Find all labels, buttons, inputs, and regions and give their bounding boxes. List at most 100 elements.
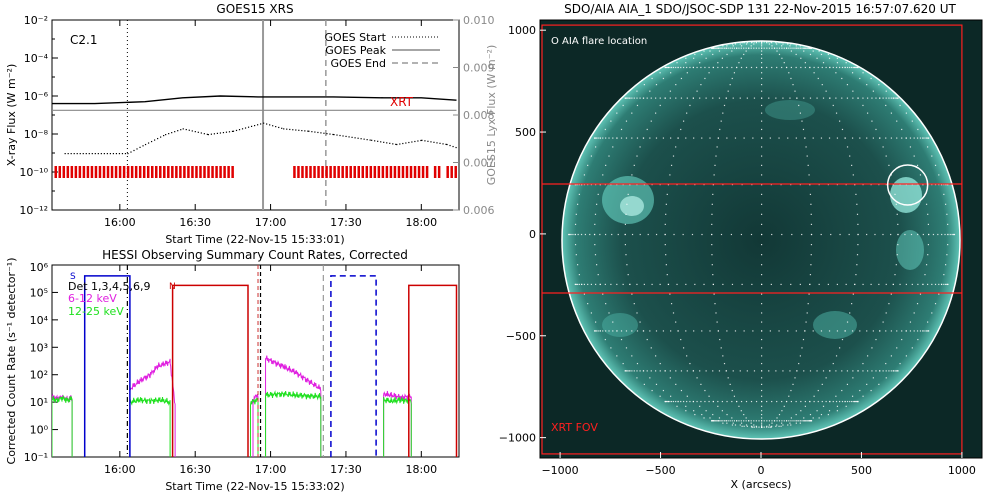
limb-circle xyxy=(561,40,961,440)
goes-short-channel-dot xyxy=(395,143,397,145)
grid-longitude-dot xyxy=(857,223,859,226)
goes-xrt-coverage-bar xyxy=(110,166,114,178)
grid-longitude-dot xyxy=(925,264,928,266)
grid-longitude-dot xyxy=(927,213,929,215)
hessi-xtick-label: 18:00 xyxy=(405,463,437,476)
grid-longitude-dot xyxy=(771,42,773,44)
goes-xrt-coverage-bar xyxy=(171,166,174,178)
grid-longitude-dot xyxy=(776,43,778,45)
grid-longitude-dot xyxy=(776,50,778,52)
grid-longitude-dot xyxy=(836,62,839,64)
grid-longitude-dot xyxy=(599,283,601,286)
grid-latitude-dot xyxy=(746,370,748,372)
goes-short-channel-dot xyxy=(241,128,244,130)
goes-short-channel-dot xyxy=(408,141,410,144)
grid-longitude-dot xyxy=(602,293,604,295)
grid-latitude-dot xyxy=(925,330,928,332)
grid-longitude-dot xyxy=(713,174,715,176)
grid-latitude-dot xyxy=(897,370,899,372)
grid-latitude-dot xyxy=(686,400,688,403)
grid-latitude-dot xyxy=(927,330,929,332)
goes-xrt-coverage-bar xyxy=(130,166,134,178)
goes-class-label: C2.1 xyxy=(70,33,97,47)
grid-longitude-dot xyxy=(931,312,933,314)
grid-latitude-dot xyxy=(740,233,743,236)
goes-short-channel-dot xyxy=(283,128,285,130)
grid-longitude-dot xyxy=(927,244,930,246)
legend-hessi-det: Det 1,3,4,5,6,9 xyxy=(68,280,151,293)
grid-latitude-dot xyxy=(776,400,778,403)
grid-longitude-dot xyxy=(761,347,763,349)
goes-y2tick-label: 0.007 xyxy=(463,157,495,170)
grid-longitude-dot xyxy=(605,303,607,305)
grid-latitude-dot xyxy=(745,66,748,69)
grid-longitude-dot xyxy=(862,104,864,107)
goes-short-channel-dot xyxy=(424,140,426,142)
grid-latitude-dot xyxy=(899,283,901,286)
grid-latitude-dot xyxy=(693,137,695,139)
grid-latitude-dot xyxy=(875,97,877,99)
grid-latitude-dot xyxy=(752,137,754,139)
grid-longitude-dot xyxy=(624,244,627,246)
hessi-ytick-label: 10² xyxy=(30,369,48,382)
grid-latitude-dot xyxy=(806,420,808,422)
grid-latitude-dot xyxy=(916,137,919,139)
goes-short-channel-dot xyxy=(174,131,176,133)
solar-disk xyxy=(562,41,960,439)
grid-longitude-dot xyxy=(699,62,701,64)
grid-longitude-dot xyxy=(717,420,719,422)
grid-longitude-dot xyxy=(689,362,691,365)
grid-longitude-dot xyxy=(659,72,661,74)
xrt-fov-box xyxy=(541,24,963,455)
grid-latitude-dot xyxy=(803,97,805,99)
grid-longitude-dot xyxy=(781,57,783,59)
grid-longitude-dot xyxy=(717,62,719,64)
grid-latitude-dot xyxy=(758,47,760,49)
grid-longitude-dot xyxy=(771,425,773,427)
grid-latitude-dot xyxy=(862,370,864,372)
grid-latitude-dot xyxy=(722,283,724,286)
grid-latitude-dot xyxy=(685,283,687,286)
grid-latitude-dot xyxy=(830,233,832,236)
goes-short-channel-dot xyxy=(124,153,127,155)
grid-latitude-dot xyxy=(809,370,812,372)
grid-longitude-dot xyxy=(799,45,801,47)
grid-longitude-dot xyxy=(828,57,831,59)
grid-longitude-dot xyxy=(633,164,635,166)
goes-xrt-coverage-bar xyxy=(301,166,304,178)
grid-latitude-dot xyxy=(856,400,858,403)
aia-legend-label: O AIA flare location xyxy=(551,36,647,47)
grid-longitude-dot xyxy=(739,43,741,45)
grid-longitude-dot xyxy=(711,213,713,215)
grid-longitude-dot xyxy=(901,338,903,341)
goes-short-channel-dot xyxy=(445,143,447,145)
grid-longitude-dot xyxy=(947,244,949,246)
grid-longitude-dot xyxy=(701,413,703,416)
grid-longitude-dot xyxy=(725,370,727,372)
goes-short-channel-dot xyxy=(360,138,362,140)
goes-short-channel-dot xyxy=(127,153,129,155)
grid-longitude-dot xyxy=(587,303,589,305)
grid-longitude-dot xyxy=(778,413,781,416)
hessi-legend: Det 1,3,4,5,6,9 6-12 keV 12-25 keV xyxy=(68,280,151,318)
grid-longitude-dot xyxy=(909,321,912,323)
grid-longitude-dot xyxy=(694,53,696,56)
grid-latitude-dot xyxy=(808,47,810,49)
goes-short-channel-dot xyxy=(206,133,208,135)
grid-latitude-dot xyxy=(766,66,768,69)
grid-latitude-dot xyxy=(895,370,897,372)
grid-longitude-dot xyxy=(922,330,924,332)
grid-latitude-dot xyxy=(771,47,773,49)
grid-longitude-dot xyxy=(736,66,738,69)
grid-latitude-dot xyxy=(878,283,880,286)
goes-xrt-coverage-bar xyxy=(191,166,194,178)
grid-latitude-dot xyxy=(572,233,574,236)
grid-longitude-dot xyxy=(766,425,768,427)
grid-longitude-dot xyxy=(768,424,771,426)
grid-longitude-dot xyxy=(905,355,907,357)
goes-short-channel-dot xyxy=(219,132,222,134)
grid-longitude-dot xyxy=(743,413,745,416)
grid-longitude-dot xyxy=(665,203,667,205)
grid-latitude-dot xyxy=(890,233,892,236)
goes-short-channel-dot xyxy=(304,130,306,132)
